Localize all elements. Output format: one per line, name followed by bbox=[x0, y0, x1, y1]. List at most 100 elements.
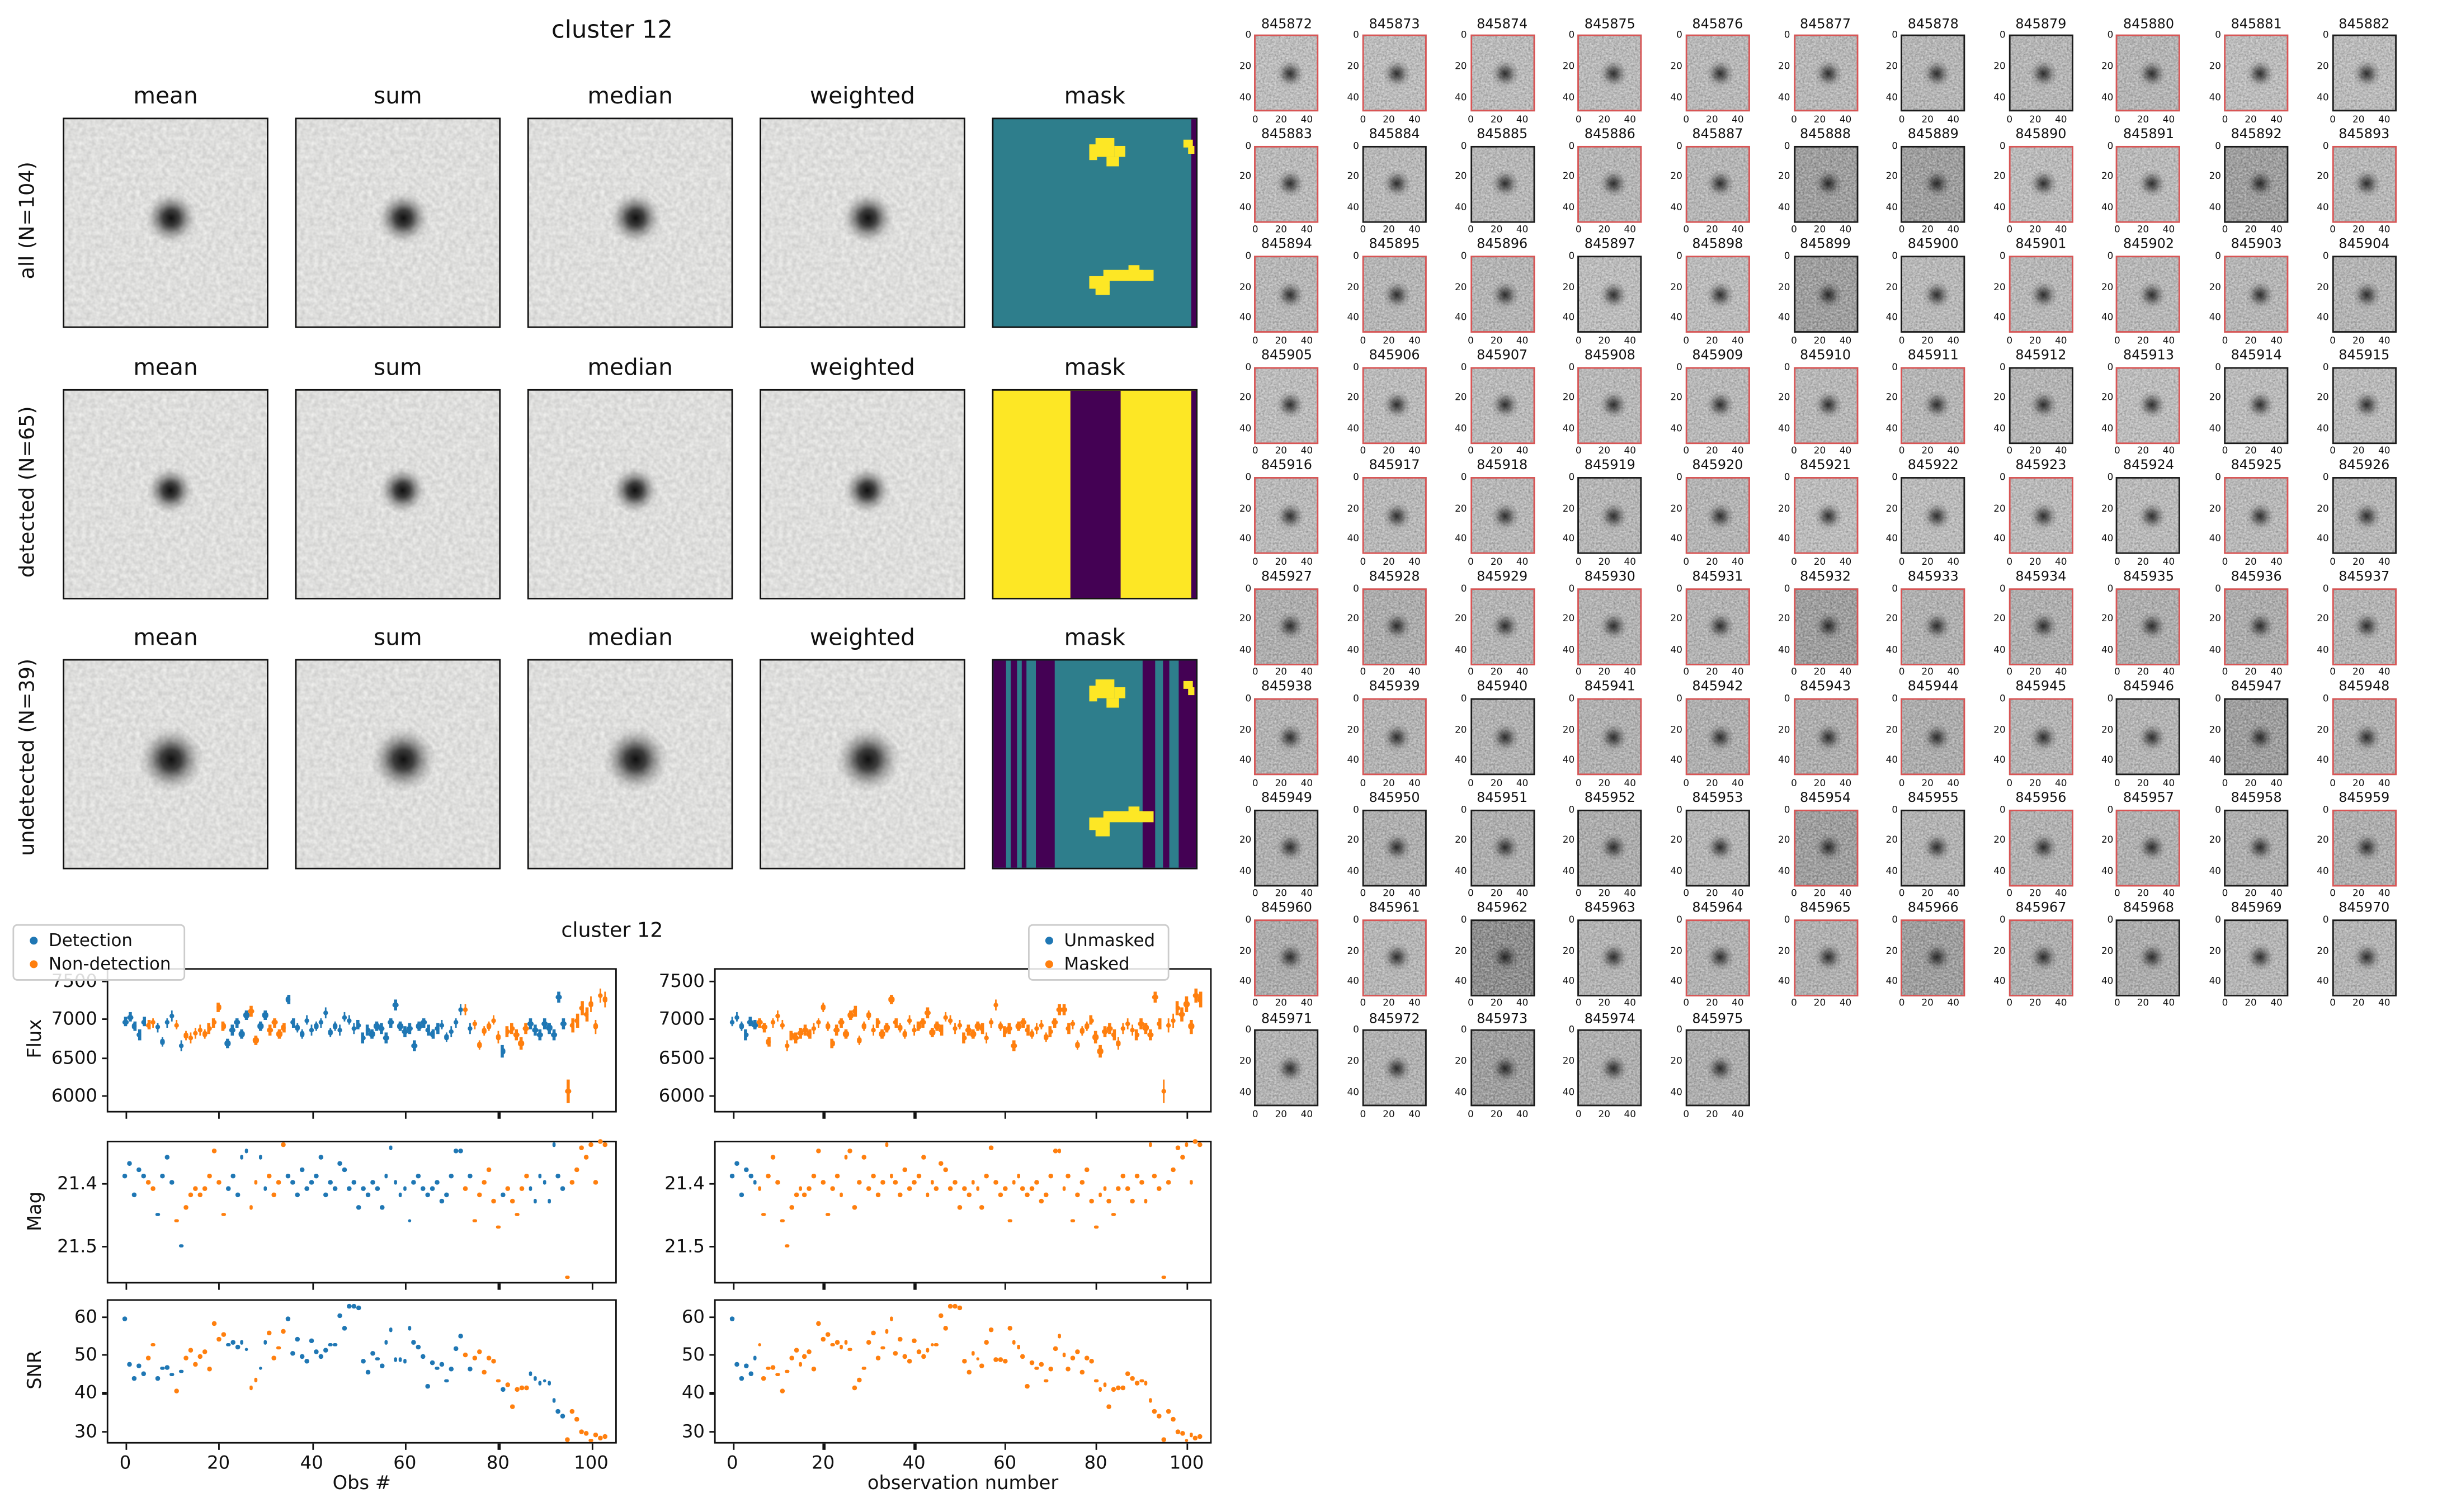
thumbnail-image bbox=[1577, 35, 1642, 112]
data-point bbox=[884, 1025, 890, 1031]
thumb-y-tick-label: 20 bbox=[1239, 503, 1252, 514]
thumb-y-tick-label: 40 bbox=[1239, 92, 1252, 103]
thumb-x-tick-label: 0 bbox=[2114, 777, 2120, 789]
thumb-y-tick-label: 20 bbox=[1455, 613, 1467, 625]
data-point bbox=[1016, 1345, 1021, 1350]
thumb-y-tick-label: 40 bbox=[1670, 313, 1682, 324]
thumb-x-tick-label: 20 bbox=[1921, 888, 1934, 899]
data-point bbox=[235, 1344, 239, 1349]
thumb-x-tick-label: 20 bbox=[2352, 114, 2365, 126]
x-tick-mark bbox=[732, 1112, 734, 1118]
data-point bbox=[1129, 1027, 1135, 1033]
thumb-x-tick-label: 0 bbox=[1575, 888, 1582, 899]
thumbnail-id-label: 845890 bbox=[2015, 127, 2067, 143]
thumbnail-image bbox=[2116, 145, 2181, 223]
star-blob bbox=[1275, 280, 1304, 309]
thumb-y-tick-label: 40 bbox=[1885, 866, 1898, 877]
thumb-x-tick-label: 0 bbox=[2222, 446, 2228, 457]
thumb-y-tick-label: 40 bbox=[1239, 423, 1252, 435]
thumb-x-tick-label: 20 bbox=[1921, 667, 1934, 678]
thumb-x-tick-label: 40 bbox=[2162, 667, 2175, 678]
thumb-x-tick-label: 20 bbox=[1598, 667, 1610, 678]
data-point bbox=[379, 1206, 384, 1211]
data-point bbox=[798, 1187, 803, 1192]
data-point bbox=[1057, 1334, 1062, 1339]
thumb-x-tick-label: 20 bbox=[2137, 446, 2149, 457]
data-point bbox=[861, 1023, 867, 1029]
data-point bbox=[137, 1363, 142, 1368]
data-point bbox=[1079, 1180, 1085, 1185]
data-point bbox=[239, 1155, 244, 1160]
thumbnail-image bbox=[1685, 366, 1750, 444]
thumbnail-id-label: 845959 bbox=[2339, 790, 2390, 806]
star-blob bbox=[1599, 833, 1628, 862]
data-point bbox=[1021, 1187, 1026, 1192]
thumb-x-tick-label: 40 bbox=[1408, 777, 1421, 789]
thumbnail: 845892 0 20 40 0 20 40 bbox=[2206, 123, 2314, 236]
thumb-x-tick-label: 20 bbox=[2137, 888, 2149, 899]
star-blob bbox=[2030, 280, 2058, 309]
stamp-figure-title: cluster 12 bbox=[551, 16, 673, 44]
thumb-x-tick-label: 20 bbox=[1490, 999, 1503, 1010]
data-point bbox=[384, 1340, 389, 1345]
mask-blob bbox=[1189, 146, 1194, 155]
data-point bbox=[435, 1180, 440, 1185]
data-point bbox=[463, 1007, 468, 1013]
data-point bbox=[505, 1029, 510, 1035]
data-point bbox=[829, 1041, 835, 1046]
thumbnail: 845919 0 20 40 0 20 40 bbox=[1559, 455, 1667, 568]
y-tick-mark bbox=[708, 1183, 714, 1185]
thumb-x-tick-label: 0 bbox=[1468, 556, 1474, 568]
data-point bbox=[1016, 1174, 1021, 1179]
thumbnail-image bbox=[1901, 588, 1965, 665]
legend-label: Masked bbox=[1064, 954, 1130, 975]
data-point bbox=[1075, 1350, 1080, 1355]
data-point bbox=[884, 1329, 889, 1334]
thumb-x-tick-label: 20 bbox=[1275, 667, 1288, 678]
data-point bbox=[1030, 1360, 1035, 1365]
data-point bbox=[784, 1369, 789, 1374]
data-point bbox=[1162, 1275, 1166, 1280]
thumbnail-image bbox=[1901, 919, 1965, 996]
thumb-x-tick-label: 40 bbox=[1839, 667, 1852, 678]
thumb-x-tick-label: 0 bbox=[2222, 556, 2228, 568]
data-point bbox=[970, 1351, 975, 1356]
data-point bbox=[875, 1020, 880, 1026]
data-point bbox=[313, 1023, 319, 1029]
data-point bbox=[789, 1355, 794, 1360]
thumbnail-image bbox=[1577, 919, 1642, 996]
thumb-x-tick-label: 20 bbox=[2352, 446, 2365, 457]
data-point bbox=[975, 1023, 980, 1029]
thumb-y-tick-label: 20 bbox=[1778, 393, 1790, 404]
thumb-y-tick-label: 20 bbox=[1885, 503, 1898, 514]
thumbnail-id-label: 845887 bbox=[1692, 127, 1743, 143]
thumb-x-tick-label: 20 bbox=[1921, 446, 1934, 457]
data-point bbox=[875, 1193, 880, 1198]
thumb-y-tick-label: 40 bbox=[2101, 313, 2114, 324]
star-blob bbox=[2030, 169, 2058, 199]
data-point bbox=[1147, 1032, 1153, 1038]
data-point bbox=[346, 1305, 351, 1309]
data-point bbox=[510, 1199, 515, 1204]
x-tick-label: 40 bbox=[300, 1451, 323, 1473]
stamp-panel-sum bbox=[295, 389, 501, 599]
stamp-col-header: mean bbox=[133, 356, 198, 381]
thumbnail: 845926 0 20 40 0 20 40 bbox=[2313, 455, 2421, 568]
thumb-y-tick-label: 20 bbox=[1670, 613, 1682, 625]
thumbnail-id-label: 845960 bbox=[1261, 900, 1312, 917]
thumb-y-tick-label: 40 bbox=[1562, 866, 1575, 877]
data-point bbox=[328, 1180, 333, 1185]
thumbnail: 845885 0 20 40 0 20 40 bbox=[1451, 123, 1559, 236]
thumbnail: 845948 0 20 40 0 20 40 bbox=[2313, 676, 2421, 788]
thumbnail-image bbox=[1254, 477, 1319, 555]
y-tick-mark bbox=[708, 1245, 714, 1248]
thumb-y-tick-label: 0 bbox=[1784, 362, 1790, 374]
thumb-y-tick-label: 0 bbox=[1353, 472, 1359, 484]
y-axis-label: Flux bbox=[23, 1019, 46, 1059]
thumbnail-image bbox=[1362, 1030, 1427, 1107]
star-blob bbox=[1599, 59, 1628, 88]
thumbnail-id-label: 845881 bbox=[2231, 16, 2282, 32]
thumb-y-tick-label: 0 bbox=[1353, 251, 1359, 263]
thumb-x-tick-label: 20 bbox=[1383, 114, 1395, 126]
data-point bbox=[207, 1367, 211, 1372]
